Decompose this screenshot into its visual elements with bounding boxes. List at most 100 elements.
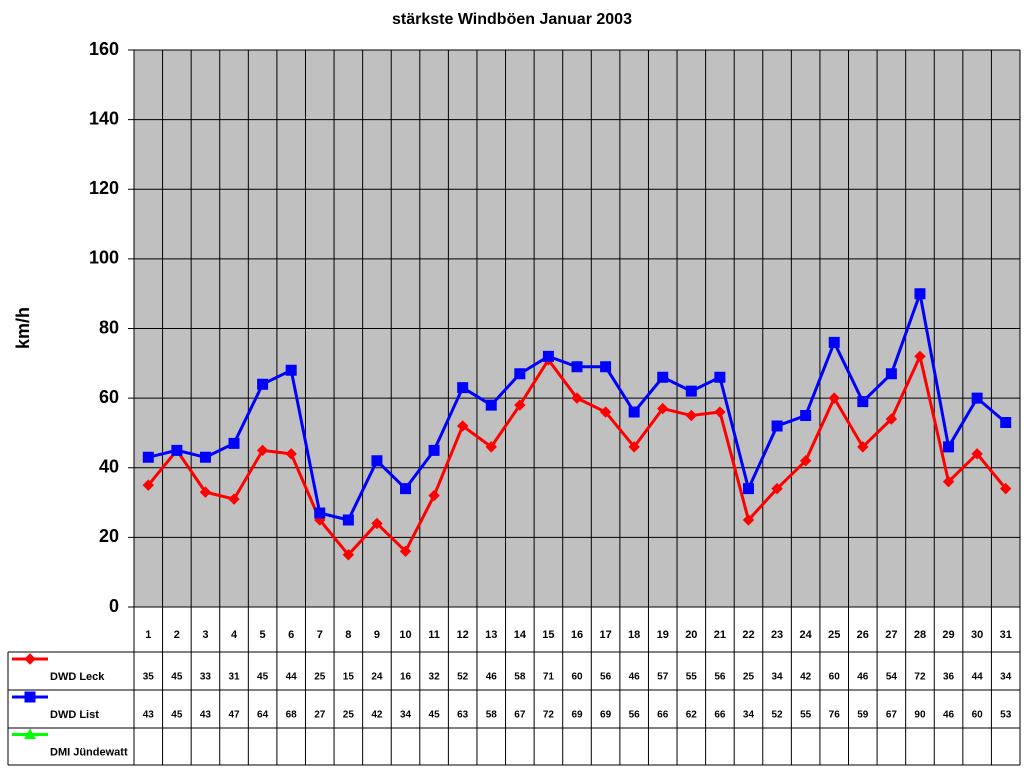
y-tick-label: 20: [99, 526, 119, 546]
x-tick-label: 9: [374, 629, 380, 641]
data-point: [742, 514, 755, 526]
table-value: 42: [371, 710, 383, 721]
data-point: [285, 364, 297, 376]
table-value: 46: [486, 672, 498, 683]
table-value: 63: [457, 710, 469, 721]
y-axis-label: km/h: [13, 307, 33, 349]
data-point: [342, 549, 355, 561]
table-value: 72: [543, 710, 555, 721]
data-point: [428, 489, 440, 502]
data-point: [628, 406, 640, 418]
data-point: [942, 475, 955, 488]
legend-marker: [24, 728, 36, 739]
y-tick-label: 120: [89, 178, 119, 198]
table-value: 57: [657, 672, 669, 683]
x-tick-label: 20: [685, 629, 697, 641]
table-value: 45: [257, 672, 269, 683]
x-tick-label: 27: [885, 629, 897, 641]
x-tick-label: 4: [231, 629, 238, 641]
table-value: 36: [943, 672, 955, 683]
table-value: 46: [629, 672, 641, 683]
data-point: [142, 451, 154, 463]
table-value: 44: [972, 672, 984, 683]
x-tick-label: 18: [628, 629, 640, 641]
y-tick-label: 40: [99, 457, 119, 477]
data-point: [857, 396, 869, 408]
x-tick-label: 21: [714, 629, 726, 641]
table-value: 25: [343, 710, 355, 721]
table-value: 45: [171, 672, 183, 683]
table-value: 34: [400, 710, 412, 721]
data-point: [199, 451, 211, 463]
data-point: [542, 350, 554, 362]
table-value: 67: [514, 710, 526, 721]
table-value: 56: [714, 672, 726, 683]
table-value: 24: [371, 672, 383, 683]
table-value: 25: [314, 672, 326, 683]
data-point: [400, 483, 412, 495]
data-point: [628, 441, 640, 453]
y-tick-label: 100: [89, 248, 119, 268]
data-point: [485, 441, 497, 453]
x-tick-label: 12: [457, 629, 469, 641]
table-value: 47: [228, 710, 240, 721]
data-point: [428, 444, 440, 456]
table-value: 25: [743, 672, 755, 683]
x-tick-label: 19: [657, 629, 669, 641]
data-point: [971, 392, 983, 404]
data-point: [1000, 482, 1012, 495]
table-value: 58: [486, 710, 498, 721]
data-point: [514, 399, 526, 411]
table-value: 60: [972, 710, 984, 721]
x-tick-label: 25: [828, 629, 840, 641]
x-tick-label: 30: [971, 629, 983, 641]
x-tick-label: 2: [174, 629, 180, 641]
x-tick-label: 23: [771, 629, 783, 641]
table-value: 43: [143, 710, 155, 721]
table-value: 55: [800, 710, 812, 721]
data-point: [256, 444, 269, 457]
data-point: [800, 410, 812, 422]
table-value: 27: [314, 710, 326, 721]
data-point: [514, 368, 526, 380]
data-point: [399, 545, 412, 558]
table-value: 45: [429, 710, 441, 721]
legend-label: DWD List: [50, 709, 99, 721]
table-value: 52: [457, 672, 469, 683]
data-point: [714, 406, 726, 418]
table-value: 52: [772, 710, 784, 721]
x-tick-label: 29: [942, 629, 954, 641]
x-tick-label: 3: [202, 629, 208, 641]
table-value: 68: [286, 710, 298, 721]
table-value: 34: [1000, 672, 1012, 683]
x-tick-label: 7: [317, 629, 323, 641]
data-point: [771, 420, 783, 432]
data-point: [914, 288, 926, 300]
data-point: [971, 448, 983, 460]
data-point: [685, 409, 698, 422]
data-point: [657, 402, 669, 415]
table-value: 66: [714, 710, 726, 721]
data-point: [371, 517, 383, 530]
x-tick-label: 22: [742, 629, 754, 641]
y-tick-label: 60: [99, 387, 119, 407]
table-value: 34: [772, 672, 784, 683]
x-tick-label: 24: [800, 629, 813, 641]
x-tick-label: 10: [399, 629, 411, 641]
data-point: [285, 448, 297, 460]
data-point: [943, 441, 955, 453]
x-tick-label: 8: [345, 629, 351, 641]
table-value: 55: [686, 672, 698, 683]
table-value: 60: [829, 672, 841, 683]
table-value: 76: [829, 710, 841, 721]
x-tick-label: 31: [1000, 629, 1012, 641]
chart-title: stärkste Windböen Januar 2003: [392, 11, 632, 28]
y-tick-label: 80: [99, 317, 119, 337]
table-value: 46: [857, 672, 869, 683]
data-point: [456, 420, 469, 432]
data-point: [485, 399, 497, 411]
y-tick-label: 140: [89, 108, 119, 128]
data-point: [228, 493, 240, 505]
data-point: [885, 368, 897, 380]
